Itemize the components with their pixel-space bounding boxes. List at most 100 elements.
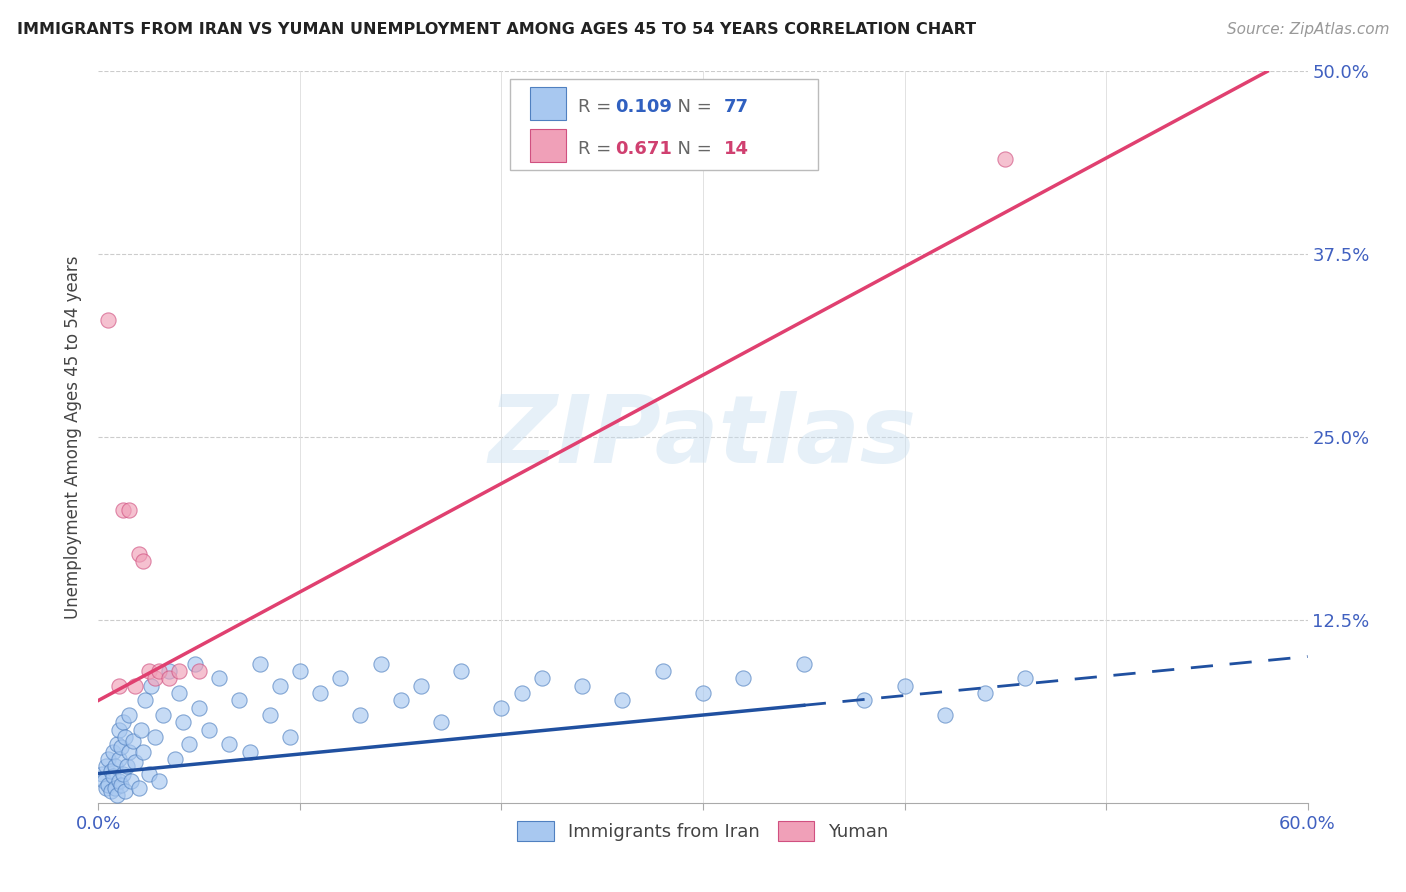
Point xyxy=(97,752,120,766)
Point xyxy=(793,657,815,671)
Legend: Immigrants from Iran, Yuman: Immigrants from Iran, Yuman xyxy=(510,814,896,848)
Point xyxy=(188,664,211,678)
Point xyxy=(163,752,186,766)
Text: R =: R = xyxy=(578,140,617,159)
Point xyxy=(450,664,472,678)
Point xyxy=(409,679,432,693)
Point xyxy=(114,730,136,744)
Point xyxy=(1014,672,1036,686)
Point xyxy=(111,715,134,730)
Point xyxy=(188,700,211,714)
Point xyxy=(103,759,125,773)
Point xyxy=(129,723,152,737)
Point xyxy=(152,708,174,723)
Point xyxy=(93,773,115,788)
FancyBboxPatch shape xyxy=(509,78,818,170)
Point xyxy=(278,730,301,744)
Point xyxy=(157,672,180,686)
Point xyxy=(167,686,190,700)
FancyBboxPatch shape xyxy=(530,129,567,161)
Text: 0.109: 0.109 xyxy=(614,98,672,116)
Point xyxy=(100,764,122,778)
Point xyxy=(128,547,150,561)
Point xyxy=(118,503,141,517)
Point xyxy=(198,723,221,737)
Point xyxy=(103,781,125,796)
Point xyxy=(530,672,553,686)
Point xyxy=(114,784,136,798)
Point xyxy=(208,672,231,686)
Point xyxy=(107,752,129,766)
Text: 0.671: 0.671 xyxy=(614,140,672,159)
Point xyxy=(370,657,392,671)
Point xyxy=(148,664,170,678)
Point xyxy=(128,781,150,796)
Point xyxy=(571,679,593,693)
Point xyxy=(974,686,997,700)
Text: N =: N = xyxy=(665,98,717,116)
Text: IMMIGRANTS FROM IRAN VS YUMAN UNEMPLOYMENT AMONG AGES 45 TO 54 YEARS CORRELATION: IMMIGRANTS FROM IRAN VS YUMAN UNEMPLOYME… xyxy=(17,22,976,37)
Point xyxy=(167,664,190,678)
Point xyxy=(132,745,155,759)
Point xyxy=(91,766,114,780)
Point xyxy=(118,745,141,759)
Point xyxy=(120,773,142,788)
Point xyxy=(97,778,120,792)
Point xyxy=(111,766,134,780)
Point xyxy=(143,672,166,686)
Text: 14: 14 xyxy=(724,140,748,159)
Point xyxy=(389,693,412,707)
Point xyxy=(134,693,156,707)
Point xyxy=(96,759,118,773)
Point xyxy=(651,664,673,678)
Point xyxy=(138,664,160,678)
Point xyxy=(239,745,262,759)
Point xyxy=(994,152,1017,166)
Text: R =: R = xyxy=(578,98,617,116)
Point xyxy=(115,759,138,773)
Point xyxy=(107,679,129,693)
Point xyxy=(228,693,250,707)
Point xyxy=(259,708,281,723)
FancyBboxPatch shape xyxy=(530,87,567,120)
Point xyxy=(100,784,122,798)
Point xyxy=(612,693,634,707)
Point xyxy=(510,686,533,700)
Point xyxy=(143,730,166,744)
Point xyxy=(101,745,124,759)
Point xyxy=(184,657,207,671)
Point xyxy=(218,737,240,751)
Point xyxy=(269,679,291,693)
Point xyxy=(118,708,141,723)
Point xyxy=(853,693,876,707)
Point xyxy=(309,686,332,700)
Point xyxy=(107,773,129,788)
Point xyxy=(893,679,915,693)
Point xyxy=(692,686,714,700)
Point xyxy=(172,715,194,730)
Point xyxy=(124,755,146,769)
Point xyxy=(430,715,453,730)
Point xyxy=(121,734,143,748)
Point xyxy=(249,657,271,671)
Point xyxy=(934,708,956,723)
Point xyxy=(349,708,371,723)
Point xyxy=(329,672,352,686)
Point xyxy=(157,664,180,678)
Point xyxy=(97,313,120,327)
Point xyxy=(138,766,160,780)
Y-axis label: Unemployment Among Ages 45 to 54 years: Unemployment Among Ages 45 to 54 years xyxy=(65,255,83,619)
Point xyxy=(179,737,201,751)
Text: Source: ZipAtlas.com: Source: ZipAtlas.com xyxy=(1226,22,1389,37)
Point xyxy=(110,740,132,755)
Point xyxy=(107,723,129,737)
Point xyxy=(105,737,128,751)
Point xyxy=(111,503,134,517)
Point xyxy=(491,700,513,714)
Point xyxy=(110,778,132,792)
Point xyxy=(288,664,311,678)
Text: 77: 77 xyxy=(724,98,748,116)
Point xyxy=(105,789,128,803)
Point xyxy=(733,672,755,686)
Point xyxy=(132,554,155,568)
